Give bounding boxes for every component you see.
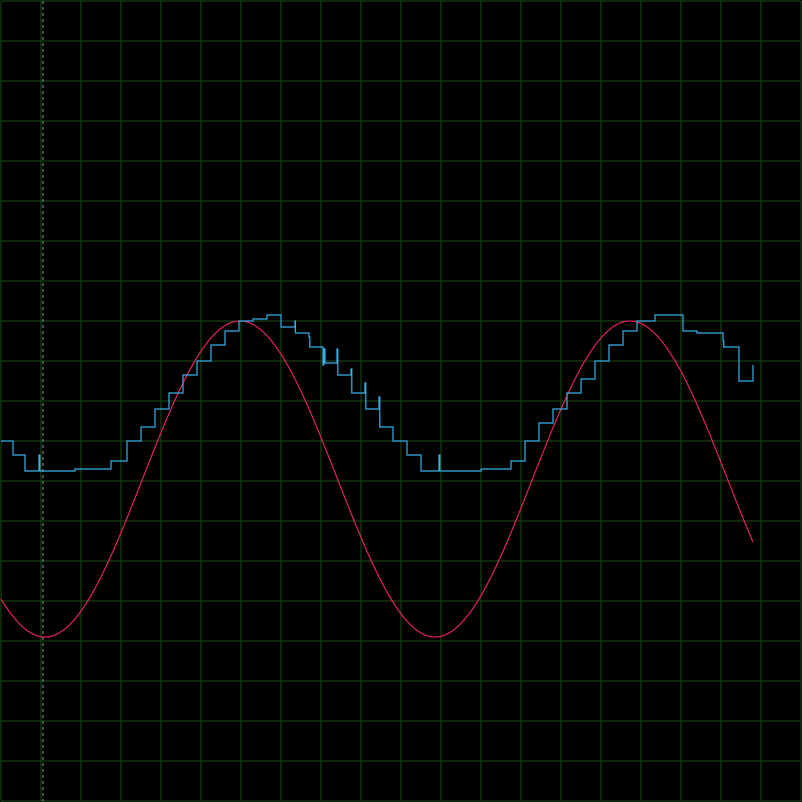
sampled-signal-line	[1, 314, 754, 472]
analog-signal-line	[0, 320, 754, 638]
